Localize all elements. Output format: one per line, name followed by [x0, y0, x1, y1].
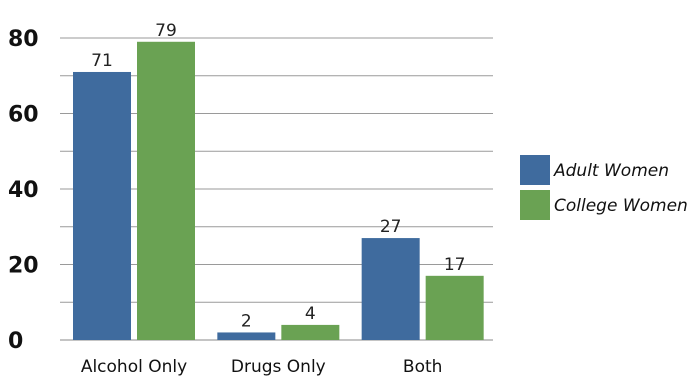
x-tick-label: Both — [403, 357, 443, 377]
legend-swatch-adult-women — [520, 155, 550, 185]
bar-adult-women — [217, 332, 276, 340]
x-axis-ticks: Alcohol Only Drugs Only Both — [81, 357, 443, 377]
y-tick-label: 60 — [8, 103, 39, 128]
y-tick-label: 0 — [8, 329, 23, 354]
data-label: 27 — [380, 217, 402, 237]
data-label: 71 — [91, 51, 113, 71]
data-label: 17 — [444, 255, 466, 275]
x-tick-label: Drugs Only — [231, 357, 326, 377]
y-tick-label: 40 — [8, 178, 39, 203]
legend-label: Adult Women — [553, 161, 669, 181]
bars — [73, 41, 484, 341]
y-tick-label: 20 — [8, 254, 39, 279]
legend-swatch-college-women — [520, 190, 550, 220]
legend: Adult Women College Women — [520, 155, 688, 220]
data-label: 79 — [155, 21, 177, 41]
bar-adult-women — [73, 71, 131, 340]
bar-college-women — [425, 275, 484, 340]
bar-college-women — [137, 41, 195, 341]
x-tick-label: Alcohol Only — [81, 357, 187, 377]
y-axis-ticks: 0 20 40 60 80 — [8, 27, 39, 354]
data-labels: 71 79 2 4 27 17 — [91, 21, 465, 332]
y-tick-label: 80 — [8, 27, 39, 52]
bar-college-women — [281, 324, 340, 340]
gridlines — [60, 37, 493, 303]
legend-label: College Women — [554, 196, 688, 216]
bar-adult-women — [361, 238, 420, 340]
data-label: 2 — [241, 311, 252, 331]
data-label: 4 — [305, 304, 316, 324]
